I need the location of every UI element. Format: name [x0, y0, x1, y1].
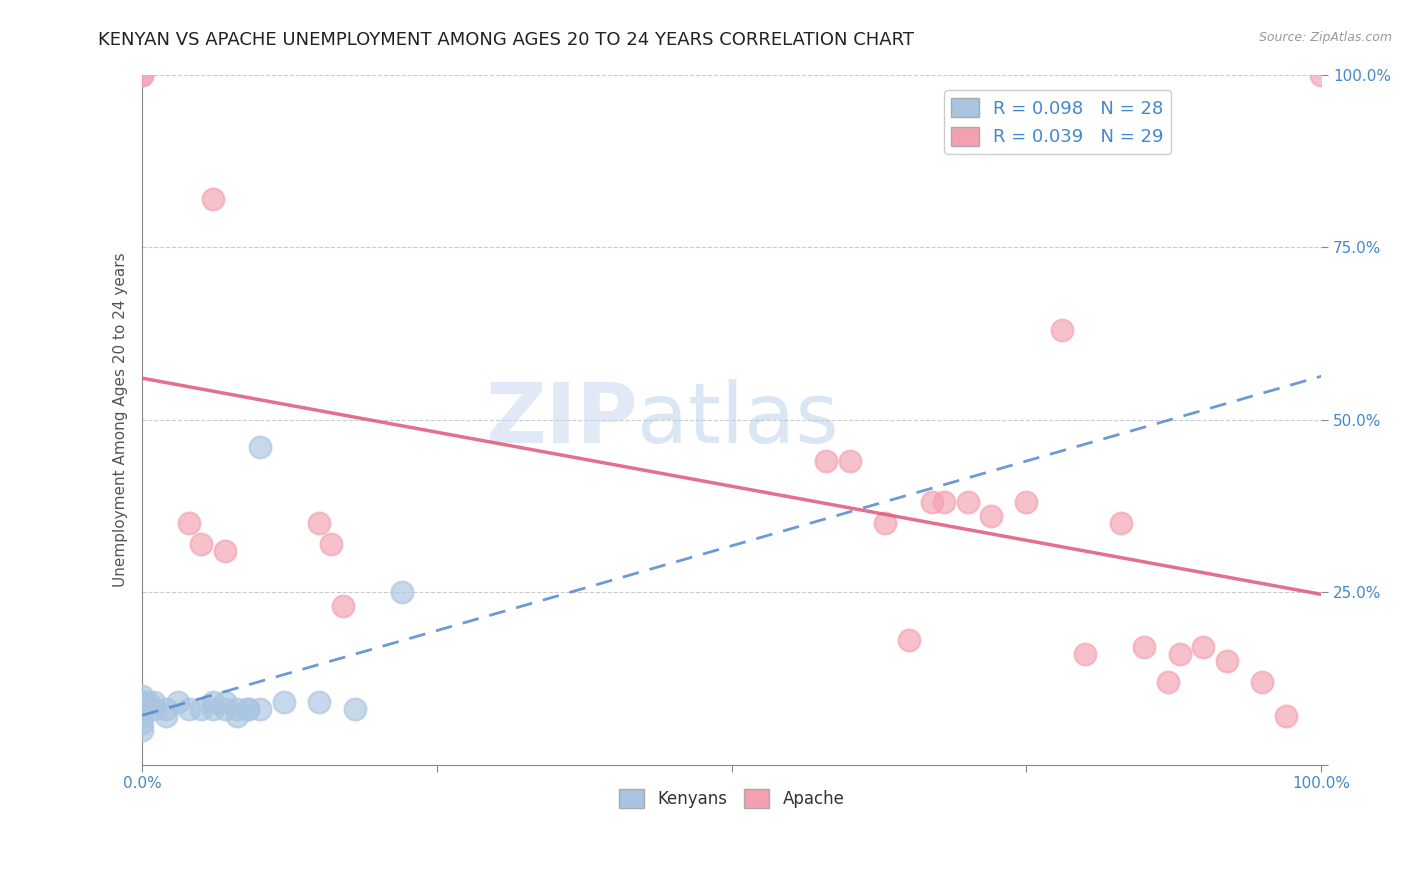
Point: [136, 695, 159, 709]
Point: [249, 702, 271, 716]
Point: [343, 702, 366, 716]
Point: [214, 695, 236, 709]
Point: [980, 509, 1002, 524]
Point: [155, 702, 177, 716]
Point: [214, 543, 236, 558]
Text: ZIP: ZIP: [485, 379, 637, 460]
Point: [202, 695, 225, 709]
Point: [143, 695, 166, 709]
Text: KENYAN VS APACHE UNEMPLOYMENT AMONG AGES 20 TO 24 YEARS CORRELATION CHART: KENYAN VS APACHE UNEMPLOYMENT AMONG AGES…: [98, 31, 914, 49]
Point: [308, 695, 330, 709]
Point: [1192, 640, 1215, 655]
Point: [921, 495, 943, 509]
Point: [131, 689, 153, 703]
Point: [1275, 709, 1298, 723]
Point: [1050, 323, 1073, 337]
Point: [1168, 647, 1191, 661]
Point: [308, 516, 330, 530]
Point: [1015, 495, 1038, 509]
Point: [190, 537, 212, 551]
Text: Source: ZipAtlas.com: Source: ZipAtlas.com: [1258, 31, 1392, 45]
Point: [155, 709, 177, 723]
Point: [131, 709, 153, 723]
Point: [838, 454, 860, 468]
Point: [179, 516, 201, 530]
Point: [1216, 654, 1239, 668]
Point: [131, 716, 153, 731]
Point: [1074, 647, 1097, 661]
Point: [131, 68, 153, 82]
Point: [143, 702, 166, 716]
Point: [225, 709, 247, 723]
Point: [190, 702, 212, 716]
Point: [897, 633, 920, 648]
Point: [238, 702, 260, 716]
Point: [131, 68, 153, 82]
Point: [202, 192, 225, 206]
Point: [1133, 640, 1156, 655]
Point: [319, 537, 342, 551]
Point: [332, 599, 354, 613]
Point: [214, 702, 236, 716]
Point: [179, 702, 201, 716]
Point: [1109, 516, 1132, 530]
Point: [131, 695, 153, 709]
Point: [131, 702, 153, 716]
Point: [273, 695, 295, 709]
Point: [1157, 674, 1180, 689]
Point: [202, 702, 225, 716]
Point: [932, 495, 955, 509]
Point: [225, 702, 247, 716]
Point: [166, 695, 188, 709]
Y-axis label: Unemployment Among Ages 20 to 24 years: Unemployment Among Ages 20 to 24 years: [114, 252, 128, 587]
Point: [1310, 68, 1333, 82]
Point: [873, 516, 896, 530]
Text: atlas: atlas: [637, 379, 839, 460]
Point: [131, 723, 153, 737]
Point: [815, 454, 838, 468]
Point: [391, 585, 413, 599]
Point: [1251, 674, 1274, 689]
Point: [249, 440, 271, 454]
Point: [238, 702, 260, 716]
Point: [956, 495, 979, 509]
Legend: Kenyans, Apache: Kenyans, Apache: [613, 783, 851, 814]
